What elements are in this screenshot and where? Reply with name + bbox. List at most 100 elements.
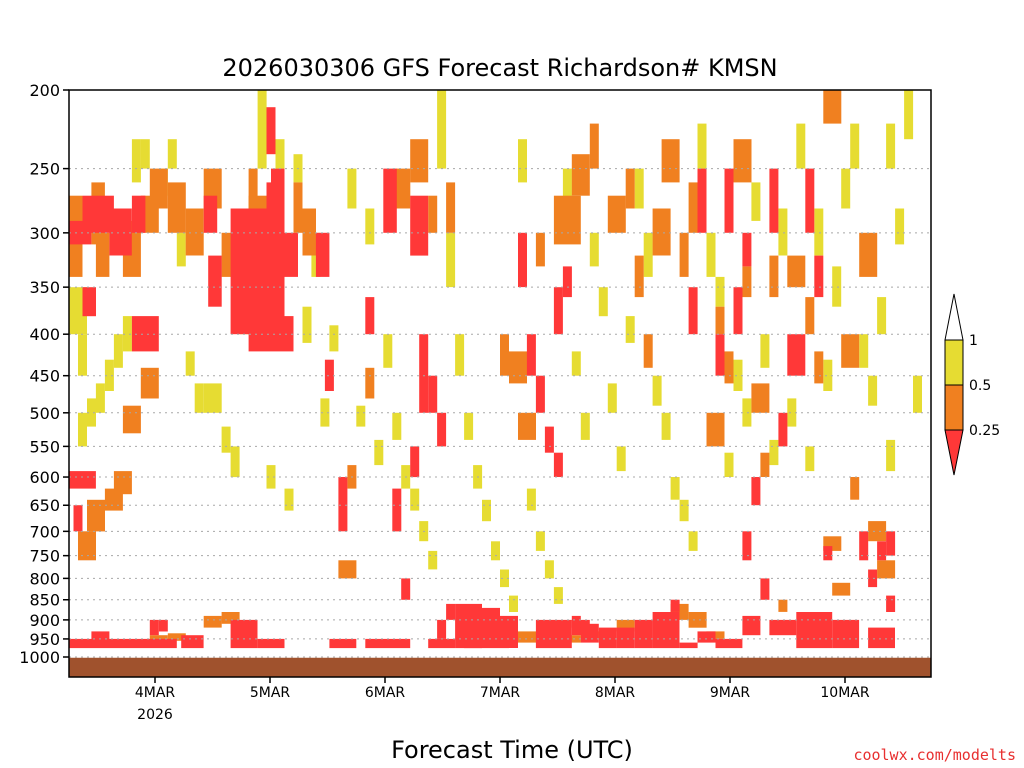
x-tick-label-7MAR: 7MAR: [480, 685, 521, 701]
cell-1-51: [589, 232, 599, 267]
cell-0_25-39: [518, 232, 527, 288]
cell-1-14: [221, 426, 231, 453]
cell-0_25-70: [868, 569, 878, 588]
cell-0_5-41: [706, 412, 725, 447]
cell-1-25: [356, 405, 366, 427]
cell-0_25-69: [859, 531, 869, 561]
cell-0_25-88: [769, 619, 797, 636]
cell-1-84: [886, 439, 896, 472]
cell-1-91: [266, 465, 276, 489]
cell-0_5-25: [446, 182, 456, 233]
cell-0_5-47: [760, 452, 770, 477]
cell-1-78: [832, 266, 842, 307]
cell-0_25-54: [715, 334, 725, 376]
legend-label-1: 1: [969, 333, 978, 349]
cell-1-76: [814, 208, 824, 256]
cell-0_5-39: [679, 232, 689, 277]
cell-0_5-68: [688, 612, 707, 628]
cell-0_5-46: [751, 383, 770, 413]
cell-1-27: [374, 439, 384, 466]
cell-0_5-61: [221, 612, 240, 624]
cell-0_25-57: [742, 232, 752, 267]
cell-1-6: [113, 334, 123, 368]
cell-0_25-2: [82, 287, 96, 317]
cell-0_5-63: [518, 631, 536, 643]
cell-1-10: [167, 139, 177, 169]
cell-0_5-29: [535, 232, 545, 267]
y-tick-label-700: 700: [29, 522, 60, 541]
cell-1-73: [787, 398, 797, 427]
cell-1-82: [868, 375, 878, 406]
cell-0_25-65: [805, 168, 815, 233]
cell-1-8: [140, 139, 150, 169]
cell-0_5-37: [652, 208, 671, 256]
cell-0_5-57: [877, 560, 896, 579]
y-tick-label-650: 650: [29, 496, 60, 515]
cell-0_5-35: [634, 255, 644, 298]
cell-1-33: [428, 550, 438, 570]
cell-1-29: [392, 412, 402, 440]
cell-0_25-63: [787, 334, 806, 376]
cell-0_5-21: [365, 367, 375, 399]
cell-0_5-31: [571, 154, 590, 196]
cell-1-49: [571, 351, 581, 376]
cell-0_5-52: [823, 90, 842, 124]
cell-1-47: [553, 587, 563, 604]
cell-0_25-46: [535, 619, 572, 649]
cell-1-44: [526, 488, 536, 511]
cell-0_5-7: [185, 208, 204, 256]
cell-0_5-30: [553, 195, 581, 245]
cell-1-17: [257, 90, 267, 169]
cell-1-57: [643, 232, 653, 277]
cell-1-74: [796, 123, 806, 169]
cell-0_25-73: [886, 595, 896, 612]
cell-0_5-5: [149, 168, 168, 209]
cell-1-7: [131, 139, 141, 183]
cell-1-55: [625, 316, 635, 343]
cell-0_25-85: [697, 631, 716, 643]
cell-1-71: [769, 439, 779, 466]
cell-0_5-40: [688, 182, 698, 233]
cell-0_25-6: [73, 505, 83, 532]
cell-0_5-27: [509, 351, 527, 384]
cell-1-20: [302, 306, 312, 343]
cell-0_25-37: [428, 375, 438, 413]
x-tick-label-6MAR: 6MAR: [365, 685, 406, 701]
y-tick-label-450: 450: [29, 367, 60, 386]
cell-0_5-17: [293, 182, 303, 233]
cell-0_25-45: [562, 266, 572, 298]
cell-0_25-42: [544, 426, 554, 453]
legend-label-0_5: 0.5: [969, 378, 991, 394]
cell-0_25-48: [598, 627, 617, 649]
cell-0_25-27: [410, 195, 429, 256]
cell-0_5-11: [113, 471, 132, 495]
cell-0_5-36: [643, 334, 653, 368]
legend-swatch-0_25-0_5: [944, 384, 964, 431]
cell-0_25-77: [181, 635, 204, 649]
cell-0_5-45: [742, 266, 752, 298]
cell-0_25-58: [742, 531, 752, 561]
y-tick-label-400: 400: [29, 325, 60, 344]
cell-1-61: [679, 499, 689, 522]
cell-0_25-61: [769, 168, 779, 233]
cell-1-70: [760, 334, 770, 368]
cell-1-23: [329, 325, 339, 352]
cell-0_25-64: [796, 612, 833, 649]
heatmap-cells: [69, 90, 922, 649]
cell-1-52: [598, 287, 608, 317]
x-tick-label-4MAR: 4MAR: [135, 685, 176, 701]
cell-1-67: [733, 359, 743, 391]
cell-1-41: [500, 569, 509, 588]
cell-1-18: [275, 139, 285, 169]
cell-1-40: [491, 541, 500, 561]
cell-0_25-51: [670, 599, 680, 612]
cell-1-90: [176, 232, 186, 267]
cell-1-24: [347, 168, 357, 209]
cell-0_25-49: [634, 619, 653, 649]
cell-0_25-15: [284, 232, 298, 277]
cell-0_25-71: [877, 541, 887, 561]
cell-1-35: [446, 232, 456, 288]
cell-0_5-33: [607, 195, 626, 233]
cell-0_5-70: [778, 599, 788, 612]
